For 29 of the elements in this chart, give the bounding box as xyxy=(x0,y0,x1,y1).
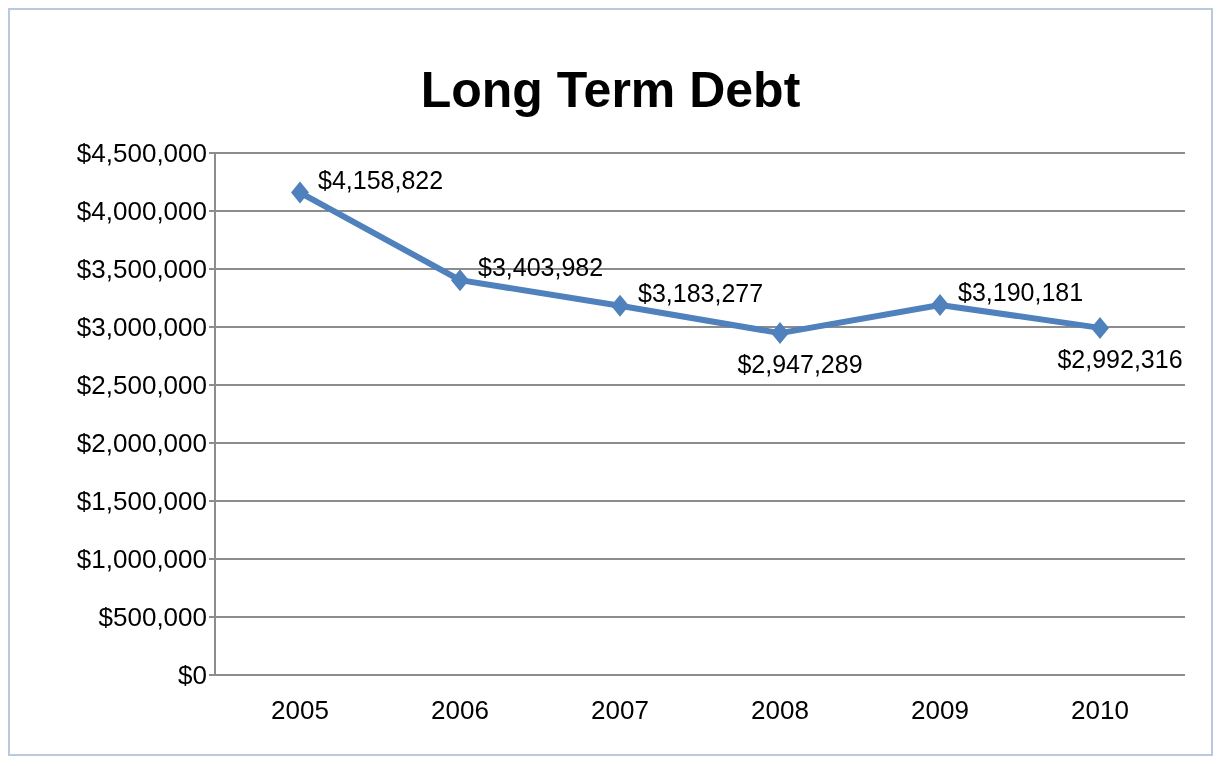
data-label: $4,158,822 xyxy=(318,165,444,194)
y-tick-label: $1,000,000 xyxy=(76,544,207,575)
x-tick-label: 2010 xyxy=(1071,695,1129,726)
y-tick-label: $1,500,000 xyxy=(76,486,207,517)
x-tick-label: 2006 xyxy=(431,695,489,726)
chart-title: Long Term Debt xyxy=(419,61,802,120)
data-label: $2,947,289 xyxy=(737,350,863,379)
y-tick-label: $500,000 xyxy=(98,602,207,633)
y-tick-label: $0 xyxy=(178,660,207,691)
x-tick-label: 2009 xyxy=(911,695,969,726)
y-tick-label: $2,500,000 xyxy=(76,370,207,401)
point xyxy=(931,293,949,316)
point xyxy=(291,181,309,204)
y-tick-label: $3,000,000 xyxy=(76,312,207,343)
data-label: $3,403,982 xyxy=(478,253,604,282)
data-label: $2,992,316 xyxy=(1057,344,1183,373)
point xyxy=(451,269,469,292)
y-tick-label: $3,500,000 xyxy=(76,254,207,285)
x-tick-label: 2005 xyxy=(271,695,329,726)
y-tick-label: $2,000,000 xyxy=(76,428,207,459)
point xyxy=(1091,316,1109,339)
y-tick-label: $4,000,000 xyxy=(76,196,207,227)
data-label: $3,190,181 xyxy=(958,277,1084,306)
x-tick-label: 2008 xyxy=(751,695,809,726)
point xyxy=(611,294,629,317)
point xyxy=(771,322,789,345)
data-label: $3,183,277 xyxy=(638,278,764,307)
x-tick-label: 2007 xyxy=(591,695,649,726)
y-tick-label: $4,500,000 xyxy=(76,138,207,169)
